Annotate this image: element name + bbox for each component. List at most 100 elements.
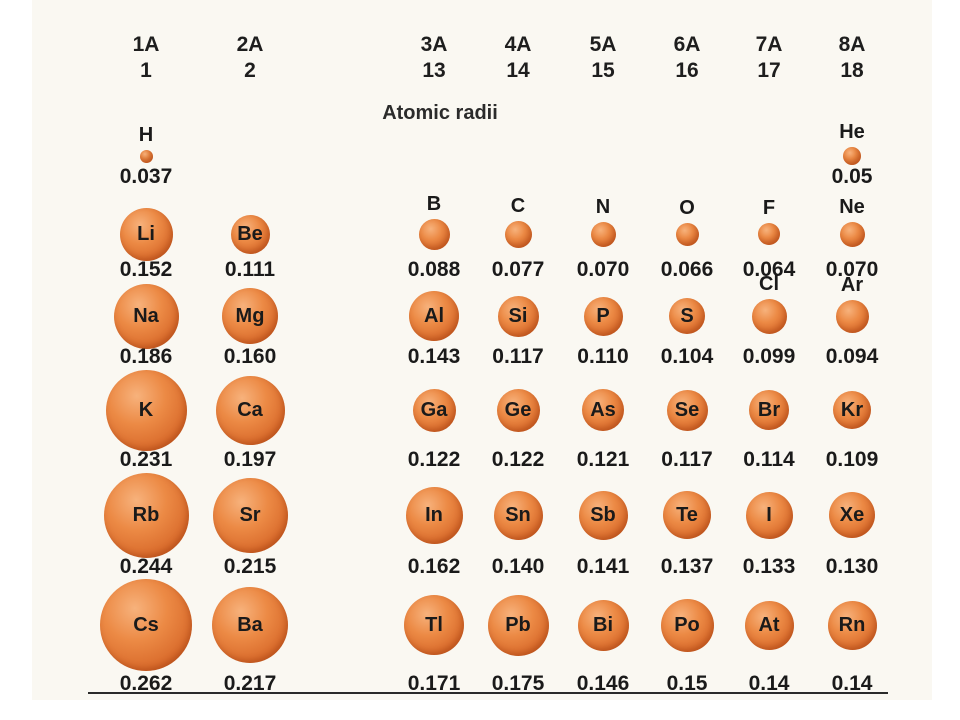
atom-sphere-mg [222,288,278,344]
radius-value-bi: 0.146 [576,672,630,695]
group-number-17: 17 [757,59,781,82]
element-symbol-c: C [510,194,526,217]
atom-sphere-sn [493,490,543,540]
element-symbol-p: P [596,305,610,327]
atom-sphere-k [105,369,187,451]
radius-value-sb: 0.141 [576,555,630,578]
element-symbol-i: I [766,504,772,526]
group-label-2a: 2A [236,33,264,56]
atom-sphere-po [660,598,714,652]
group-number-14: 14 [506,59,530,82]
atom-sphere-p [583,296,623,336]
element-symbol-sr: Sr [239,504,261,526]
radius-value-ba: 0.217 [223,672,277,695]
radius-value-n: 0.070 [576,258,630,281]
radius-value-ge: 0.122 [491,448,545,471]
element-symbol-tl: Tl [425,614,443,636]
element-symbol-sn: Sn [505,504,531,526]
element-symbol-kr: Kr [840,399,864,421]
element-symbol-at: At [758,614,780,636]
group-number-16: 16 [675,59,699,82]
radius-value-pb: 0.175 [491,672,545,695]
radius-value-i: 0.133 [742,555,796,578]
element-symbol-ga: Ga [420,399,448,421]
atom-sphere-ba [212,587,288,663]
radius-value-o: 0.066 [660,258,714,281]
element-symbol-ca: Ca [237,399,263,421]
atom-sphere-ga [412,388,456,432]
atom-sphere-xe [829,492,875,538]
radius-value-ga: 0.122 [407,448,461,471]
figure-title: Atomic radii [382,102,498,124]
atom-sphere-ge [496,388,540,432]
element-symbol-k: K [138,399,154,421]
radius-value-kr: 0.109 [825,448,879,471]
group-label-4a: 4A [504,33,532,56]
element-symbol-b: B [426,192,442,215]
element-symbol-cl: Cl [759,272,779,295]
radius-value-as: 0.121 [576,448,630,471]
group-label-8a: 8A [838,33,866,56]
radius-value-li: 0.152 [119,258,173,281]
radius-value-ca: 0.197 [223,448,277,471]
atom-sphere-b [418,218,450,250]
radius-value-sn: 0.140 [491,555,545,578]
atom-sphere-be [230,214,270,254]
element-symbol-rn: Rn [838,614,866,636]
element-symbol-po: Po [674,614,700,636]
atom-sphere-pb [487,594,549,656]
group-label-1a: 1A [132,33,160,56]
radius-value-xe: 0.130 [825,555,879,578]
radius-value-f: 0.064 [742,258,796,281]
radius-value-mg: 0.160 [223,345,277,368]
radius-value-p: 0.110 [577,345,629,368]
atom-sphere-i [745,491,793,539]
radius-value-he: 0.05 [831,165,873,188]
element-symbol-in: In [425,504,443,526]
group-number-13: 13 [422,59,446,82]
atom-sphere-sr [212,477,288,553]
baseline-rule [88,692,888,694]
atom-sphere-cl [751,298,787,334]
atom-sphere-al [409,291,459,341]
group-label-5a: 5A [589,33,617,56]
element-symbol-cs: Cs [133,614,159,636]
element-symbol-he: He [839,121,865,143]
group-label-7a: 7A [755,33,783,56]
element-symbol-n: N [595,195,611,218]
element-symbol-al: Al [424,305,444,327]
atom-sphere-bi [577,599,629,651]
atom-sphere-s [669,298,705,334]
radius-value-te: 0.137 [660,555,714,578]
element-symbol-s: S [680,305,694,327]
element-symbol-si: Si [508,305,528,327]
atom-sphere-br [749,390,789,430]
atom-sphere-at [744,600,794,650]
element-symbol-as: As [590,399,616,421]
atom-sphere-h [139,149,153,163]
radius-value-al: 0.143 [407,345,461,368]
radius-value-se: 0.117 [661,448,713,471]
element-symbol-ge: Ge [504,399,532,421]
element-symbol-bi: Bi [593,614,613,636]
radius-value-in: 0.162 [407,555,461,578]
element-symbol-h: H [138,123,154,146]
radius-value-k: 0.231 [119,448,173,471]
radius-value-b: 0.088 [407,258,461,281]
radius-value-si: 0.117 [492,345,544,368]
element-symbol-br: Br [757,399,781,421]
figure-background [32,0,932,700]
element-symbol-f: F [762,197,776,219]
atom-sphere-ar [835,299,869,333]
radius-value-h: 0.037 [119,165,173,188]
element-symbol-ne: Ne [839,195,865,218]
atom-sphere-cs [100,579,192,671]
atom-sphere-li [119,207,173,261]
atom-sphere-na [113,283,179,349]
atom-sphere-kr [833,391,871,429]
atom-sphere-ne [839,221,865,247]
atom-sphere-in [405,486,463,544]
radius-value-cl: 0.099 [742,345,796,368]
radius-value-at: 0.14 [748,672,790,695]
radius-value-cs: 0.262 [119,672,173,695]
